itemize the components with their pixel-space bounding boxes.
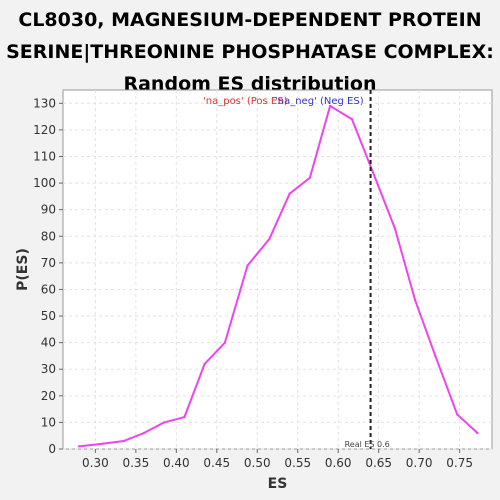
data-point-0-5 <box>183 415 186 419</box>
y-tick-label-12: 120 <box>33 123 56 137</box>
data-point-0-18 <box>455 413 459 416</box>
chart-title-line-1: CL8030, MAGNESIUM-DEPENDENT PROTEIN <box>18 9 482 31</box>
data-point-0-9 <box>268 237 271 241</box>
x-tick-label-1: 0.35 <box>122 456 149 470</box>
data-point-0-2 <box>122 439 125 443</box>
y-tick-label-11: 110 <box>33 149 56 163</box>
y-tick-label-4: 40 <box>41 336 56 350</box>
data-point-0-14 <box>371 171 375 174</box>
y-tick-label-3: 30 <box>41 362 56 376</box>
y-tick-label-1: 10 <box>41 415 56 429</box>
data-point-0-7 <box>223 341 227 344</box>
data-point-0-3 <box>142 431 146 435</box>
data-point-0-11 <box>308 176 312 179</box>
y-tick-label-5: 50 <box>41 309 56 323</box>
data-point-0-1 <box>102 442 105 445</box>
x-tick-label-4: 0.50 <box>244 456 271 470</box>
data-point-0-12 <box>328 104 332 108</box>
y-tick-label-2: 20 <box>41 389 56 403</box>
y-tick-label-6: 60 <box>41 282 56 296</box>
x-tick-label-8: 0.70 <box>406 456 433 470</box>
y-tick-label-10: 100 <box>33 176 56 190</box>
y-tick-label-9: 90 <box>41 203 56 217</box>
legend-neg-label: 'na_neg' (Neg ES) <box>275 96 364 107</box>
chart-title-line-2: SERINE|THREONINE PHOSPHATASE COMPLEX: <box>6 41 494 63</box>
series-line-0 <box>79 104 479 448</box>
x-axis-label: ES <box>268 476 288 492</box>
x-tick-label-9: 0.75 <box>446 456 473 470</box>
data-point-0-8 <box>246 264 249 267</box>
data-point-0-17 <box>434 354 437 358</box>
y-axis-label: P(ES) <box>15 248 31 291</box>
y-tick-label-7: 70 <box>41 256 56 270</box>
legend-pos-label: 'na_pos' (Pos ES) <box>203 96 288 107</box>
data-point-0-0 <box>77 445 81 448</box>
y-tick-label-0: 0 <box>48 442 56 456</box>
data-point-0-15 <box>393 227 397 230</box>
data-point-0-16 <box>413 298 417 302</box>
plot-area <box>62 89 493 450</box>
data-point-0-13 <box>350 118 354 121</box>
data-point-0-4 <box>162 421 166 424</box>
x-tick-label-3: 0.45 <box>203 456 230 470</box>
x-tick-label-5: 0.55 <box>284 456 311 470</box>
x-tick-label-2: 0.40 <box>163 456 190 470</box>
y-tick-label-13: 130 <box>33 96 56 110</box>
data-point-0-10 <box>288 192 291 195</box>
x-tick-label-0: 0.30 <box>82 456 109 470</box>
data-point-0-6 <box>203 362 206 366</box>
real-es-label: Real ES 0.6 <box>345 440 390 449</box>
x-tick-label-6: 0.60 <box>325 456 352 470</box>
data-point-0-19 <box>476 431 479 435</box>
y-tick-label-8: 80 <box>41 229 56 243</box>
x-tick-label-7: 0.65 <box>365 456 392 470</box>
